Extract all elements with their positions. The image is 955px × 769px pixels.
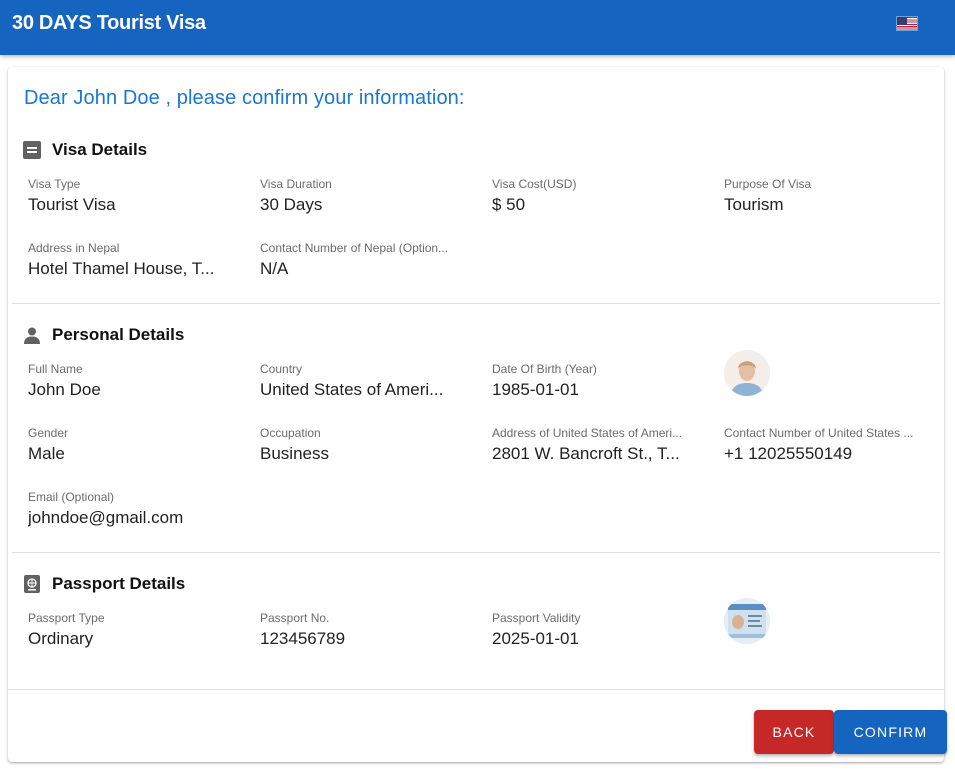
field-date-of-birth: Date Of Birth (Year) 1985-01-01: [492, 362, 704, 400]
field-value: $ 50: [492, 195, 526, 214]
field-value: United States of Ameri...: [260, 380, 444, 399]
field-visa-duration: Visa Duration 30 Days: [260, 177, 472, 215]
field-label: Visa Duration: [260, 177, 332, 191]
section-title: Passport Details: [52, 574, 186, 593]
field-value: Business: [260, 444, 329, 463]
field-label: Email (Optional): [28, 490, 115, 504]
field-value: John Doe: [28, 380, 101, 399]
field-value: Ordinary: [28, 629, 94, 648]
field-label: Visa Cost(USD): [492, 177, 577, 191]
field-contact-usa: Contact Number of United States ... +1 1…: [724, 426, 929, 464]
field-label: Purpose Of Visa: [724, 177, 812, 191]
field-purpose-of-visa: Purpose Of Visa Tourism: [724, 177, 936, 215]
section-divider: [12, 552, 940, 553]
field-passport-validity: Passport Validity 2025-01-01: [492, 611, 704, 649]
card-icon: [23, 141, 41, 159]
person-icon: [23, 326, 41, 344]
field-label: Contact Number of Nepal (Option...: [260, 241, 449, 255]
field-contact-nepal: Contact Number of Nepal (Option... N/A: [260, 241, 472, 279]
section-divider: [12, 303, 940, 304]
field-visa-type: Visa Type Tourist Visa: [28, 177, 240, 215]
field-label: Address in Nepal: [28, 241, 120, 255]
passport-icon: [23, 575, 41, 593]
confirm-button[interactable]: CONFIRM: [834, 710, 947, 754]
footer-divider: [8, 689, 944, 690]
field-label: Gender: [28, 426, 69, 440]
field-passport-type: Passport Type Ordinary: [28, 611, 240, 649]
visa-details-header: Visa Details: [23, 140, 147, 160]
field-value: +1 12025550149: [724, 444, 853, 463]
app-bar: 30 DAYS Tourist Visa: [0, 0, 955, 55]
us-flag-icon[interactable]: [896, 16, 918, 31]
field-label: Address of United States of Ameri...: [492, 426, 683, 440]
field-address-nepal: Address in Nepal Hotel Thamel House, T..…: [28, 241, 228, 279]
field-value: Tourism: [724, 195, 784, 214]
field-occupation: Occupation Business: [260, 426, 472, 464]
field-value: 30 Days: [260, 195, 323, 214]
field-value: 1985-01-01: [492, 380, 579, 399]
field-value: Male: [28, 444, 65, 463]
field-label: Passport Type: [28, 611, 105, 625]
field-label: Date Of Birth (Year): [492, 362, 597, 376]
field-gender: Gender Male: [28, 426, 240, 464]
field-label: Full Name: [28, 362, 83, 376]
section-title: Visa Details: [52, 140, 148, 159]
field-email: Email (Optional) johndoe@gmail.com: [28, 490, 240, 528]
confirmation-card: Dear John Doe , please confirm your info…: [8, 67, 947, 762]
field-label: Passport Validity: [492, 611, 581, 625]
field-value: 2025-01-01: [492, 629, 579, 648]
passport-details-header: Passport Details: [23, 574, 185, 594]
field-address-usa: Address of United States of Ameri... 280…: [492, 426, 697, 464]
back-button[interactable]: BACK: [754, 710, 834, 754]
field-country: Country United States of Ameri...: [260, 362, 460, 400]
field-passport-number: Passport No. 123456789: [260, 611, 472, 649]
field-value: Tourist Visa: [28, 195, 116, 214]
field-value: N/A: [260, 259, 289, 278]
field-value: johndoe@gmail.com: [28, 508, 184, 527]
applicant-photo: [724, 350, 770, 396]
field-label: Contact Number of United States ...: [724, 426, 914, 440]
field-label: Country: [260, 362, 303, 376]
page-title: 30 DAYS Tourist Visa: [12, 12, 206, 34]
section-title: Personal Details: [52, 325, 185, 344]
field-value: 123456789: [260, 629, 346, 648]
greeting-heading: Dear John Doe , please confirm your info…: [24, 87, 465, 109]
personal-details-header: Personal Details: [23, 325, 184, 345]
field-visa-cost: Visa Cost(USD) $ 50: [492, 177, 704, 215]
field-label: Visa Type: [28, 177, 81, 191]
field-value: Hotel Thamel House, T...: [28, 259, 215, 278]
field-full-name: Full Name John Doe: [28, 362, 240, 400]
field-label: Occupation: [260, 426, 321, 440]
passport-photo: [724, 598, 770, 644]
field-value: 2801 W. Bancroft St., T...: [492, 444, 680, 463]
field-label: Passport No.: [260, 611, 330, 625]
